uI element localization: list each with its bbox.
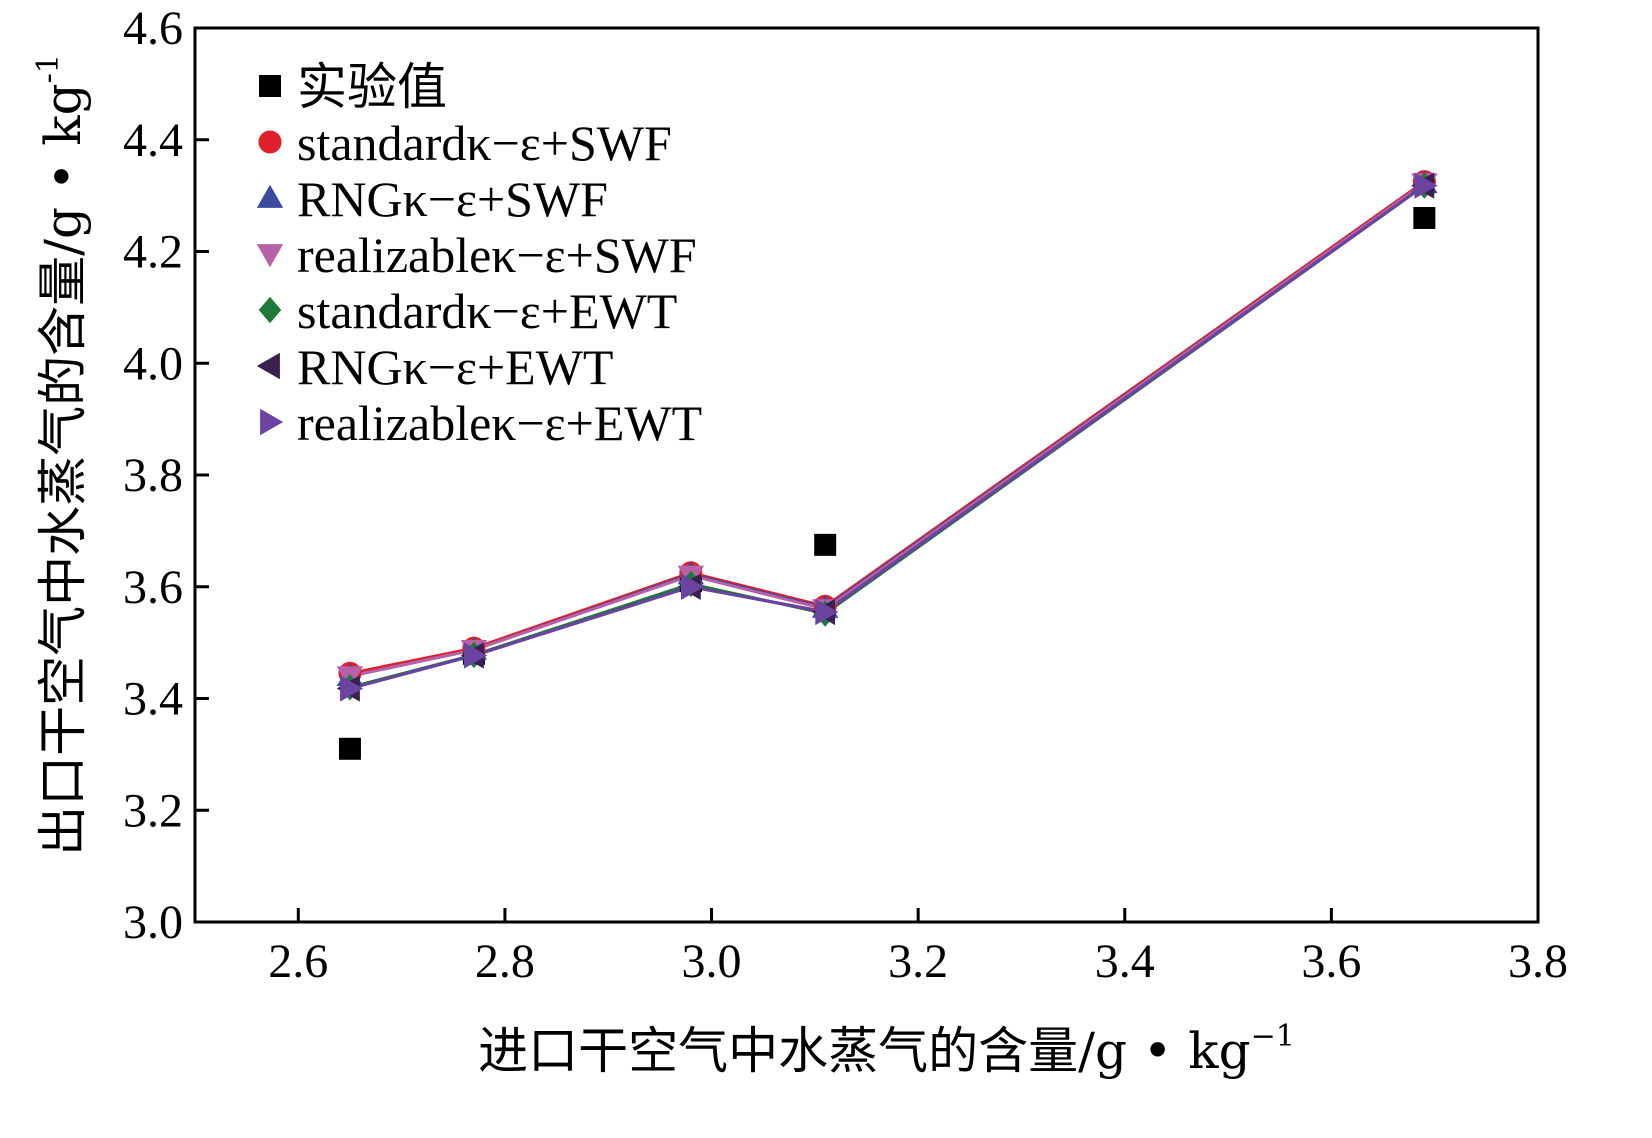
legend-marker	[258, 296, 282, 324]
legend-marker	[256, 244, 284, 268]
x-tick-label: 3.4	[1095, 935, 1155, 988]
y-tick-label: 3.6	[123, 561, 183, 614]
legend-label: standardκ−ε+EWT	[297, 283, 677, 339]
y-tick-label: 4.4	[123, 114, 183, 167]
y-tick-label: 3.2	[123, 784, 183, 837]
x-tick-label: 3.0	[682, 935, 742, 988]
x-axis-title-main: 进口干空气中水蒸气的含量/g • kg	[478, 1022, 1250, 1080]
y-tick-label: 3.4	[123, 673, 183, 726]
y-axis: 3.0 3.2 3.4 3.6 3.8 4.0 4.2 4.4 4.6	[123, 2, 209, 949]
x-tick-label: 3.8	[1508, 935, 1568, 988]
y-tick-label: 4.6	[123, 2, 183, 55]
legend-label: 实验值	[297, 59, 447, 115]
y-tick-label: 3.8	[123, 449, 183, 502]
legend-label: standardκ−ε+SWF	[297, 115, 672, 171]
data-point	[340, 675, 364, 702]
x-axis-title: 进口干空气中水蒸气的含量/g • kg−1	[478, 1019, 1295, 1080]
legend: 实验值standardκ−ε+SWFRNGκ−ε+SWFrealizableκ−…	[256, 59, 702, 451]
y-tick-label: 4.2	[123, 226, 183, 279]
x-tick-label: 3.2	[888, 935, 948, 988]
legend-label: RNGκ−ε+EWT	[297, 339, 613, 395]
series-markers	[336, 170, 1438, 760]
x-tick-label: 2.6	[268, 935, 328, 988]
x-tick-label: 2.8	[475, 935, 535, 988]
legend-marker	[260, 408, 284, 436]
data-point	[338, 737, 361, 760]
y-axis-title-main: 出口干空气中水蒸气的含量/g • kg	[34, 83, 92, 855]
legend-marker	[256, 352, 280, 380]
x-axis: 2.6 2.8 3.0 3.2 3.4 3.6 3.8	[268, 908, 1568, 988]
data-point	[814, 533, 837, 556]
legend-label: realizableκ−ε+SWF	[297, 227, 697, 283]
x-axis-title-sup: −1	[1251, 1019, 1295, 1054]
x-tick-label: 3.6	[1301, 935, 1361, 988]
data-point	[680, 573, 705, 600]
y-axis-title-sup: -1	[31, 54, 66, 83]
y-axis-title: 出口干空气中水蒸气的含量/g • kg-1	[31, 54, 92, 856]
data-point	[1413, 206, 1436, 229]
y-tick-label: 3.0	[123, 896, 183, 949]
y-tick-label: 4.0	[123, 337, 183, 390]
legend-marker	[256, 184, 284, 208]
data-point	[1414, 172, 1438, 199]
legend-marker	[258, 130, 282, 154]
data-point	[815, 598, 839, 626]
data-point	[464, 642, 488, 669]
legend-marker	[259, 75, 281, 97]
legend-label: realizableκ−ε+EWT	[297, 395, 702, 451]
legend-label: RNGκ−ε+SWF	[297, 171, 608, 227]
